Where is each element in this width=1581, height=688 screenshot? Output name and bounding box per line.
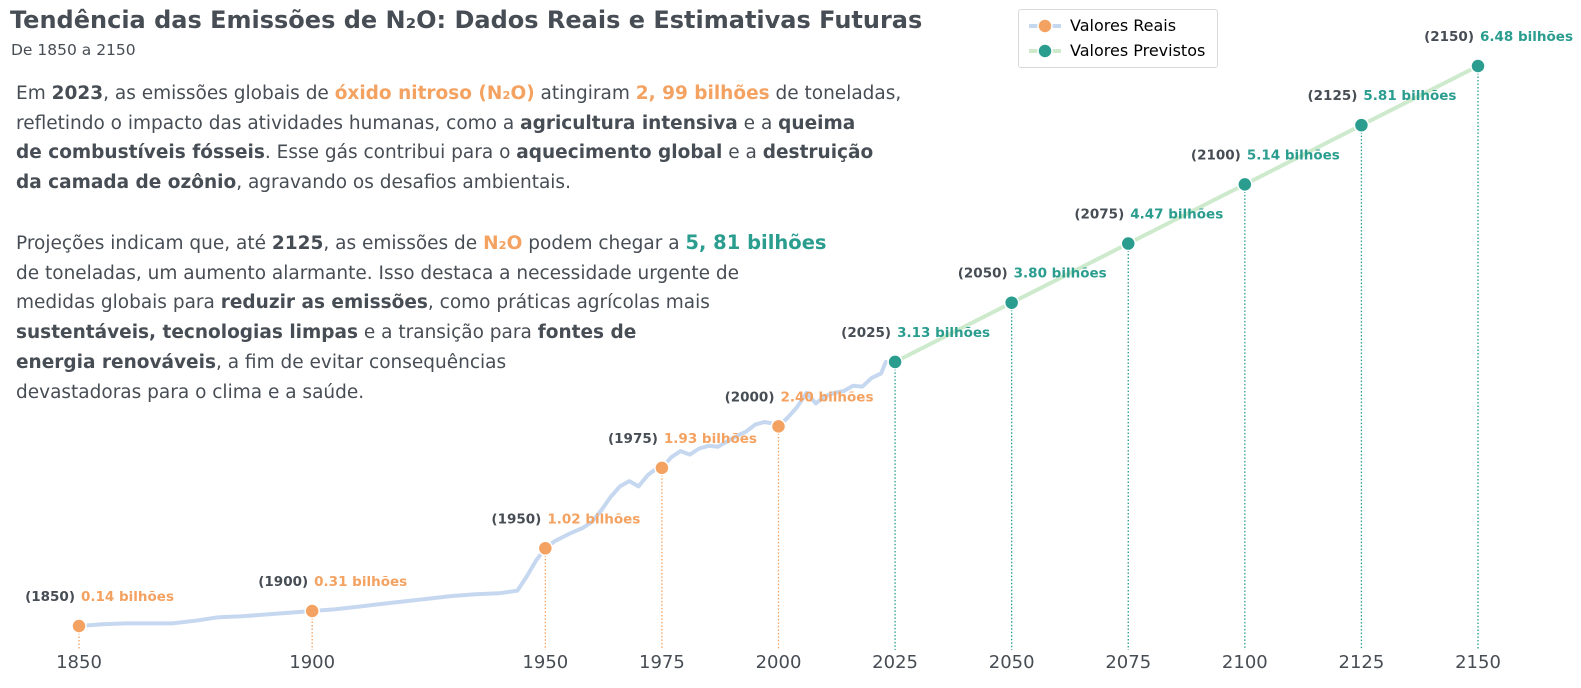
legend-item-real: Valores Reais bbox=[1019, 14, 1217, 38]
x-tick-2150: 2150 bbox=[1455, 652, 1501, 673]
chart-subtitle: De 1850 a 2150 bbox=[11, 41, 136, 59]
value-label-2000: 2.40 bilhões bbox=[781, 389, 874, 405]
forecast-values-line bbox=[893, 64, 1480, 364]
x-tick-1975: 1975 bbox=[639, 652, 685, 673]
year-label-1850: (1850) bbox=[25, 589, 75, 605]
year-label-2025: (2025) bbox=[841, 325, 891, 341]
marker-stems bbox=[78, 66, 1479, 650]
x-tick-1850: 1850 bbox=[56, 652, 102, 673]
data-point-2050 bbox=[1003, 294, 1020, 311]
value-label-1900: 0.31 bilhões bbox=[314, 574, 407, 590]
year-label-1975: (1975) bbox=[608, 431, 658, 447]
value-label-1975: 1.93 bilhões bbox=[664, 431, 757, 447]
value-label-2125: 5.81 bilhões bbox=[1363, 88, 1456, 104]
x-tick-2100: 2100 bbox=[1222, 652, 1268, 673]
data-markers bbox=[71, 58, 1486, 634]
year-label-1950: (1950) bbox=[491, 511, 541, 527]
x-tick-1950: 1950 bbox=[522, 652, 568, 673]
paragraph-1-line-4: da camada de ozônio, agravando os desafi… bbox=[16, 172, 571, 194]
paragraph-1-line-1: Em 2023, as emissões globais de óxido ni… bbox=[16, 83, 902, 104]
data-point-2025 bbox=[887, 354, 903, 370]
value-label-2025: 3.13 bilhões bbox=[897, 325, 990, 341]
value-label-1850: 0.14 bilhões bbox=[81, 589, 174, 605]
year-label-2050: (2050) bbox=[958, 266, 1008, 282]
data-point-1850 bbox=[71, 618, 87, 634]
x-tick-2050: 2050 bbox=[989, 652, 1035, 673]
year-label-2150: (2150) bbox=[1424, 29, 1474, 45]
paragraph-2-line-2: de toneladas, um aumento alarmante. Isso… bbox=[16, 262, 740, 284]
paragraph-1-line-2: refletindo o impacto das atividades huma… bbox=[16, 112, 856, 134]
value-label-1950: 1.02 bilhões bbox=[547, 511, 640, 527]
x-tick-2125: 2125 bbox=[1339, 652, 1385, 673]
data-point-2100 bbox=[1237, 176, 1253, 193]
legend-item-forecast: Valores Previstos bbox=[1019, 39, 1217, 63]
paragraph-2-line-4: sustentáveis, tecnologias limpas e a tra… bbox=[16, 322, 637, 344]
x-tick-2000: 2000 bbox=[756, 652, 802, 673]
x-tick-2025: 2025 bbox=[872, 652, 918, 673]
data-labels: (1850) 0.14 bilhões (1900) 0.31 bilhões (195… bbox=[25, 29, 1573, 605]
chart-legend: Valores Reais Valores Previstos bbox=[1018, 9, 1218, 68]
legend-forecast-label: Valores Previstos bbox=[1070, 41, 1206, 60]
data-point-1950 bbox=[537, 540, 554, 557]
year-label-2100: (2100) bbox=[1191, 147, 1241, 163]
year-label-2125: (2125) bbox=[1307, 88, 1357, 104]
data-point-1900 bbox=[304, 603, 320, 619]
paragraph-2-line-3: medidas globais para reduzir as emissões… bbox=[16, 292, 710, 314]
paragraph-2-line-5: energia renováveis, a fim de evitar cons… bbox=[16, 351, 507, 373]
paragraph-1-line-3: de combustíveis fósseis. Esse gás contri… bbox=[16, 142, 874, 164]
data-point-2075 bbox=[1120, 235, 1136, 252]
chart-title: Tendência das Emissões de N₂O: Dados Rea… bbox=[10, 6, 923, 34]
paragraph-2-line-6: devastadoras para o clima e a saúde. bbox=[16, 381, 365, 403]
legend-real-swatch bbox=[1029, 18, 1061, 34]
data-point-2150 bbox=[1470, 58, 1486, 74]
value-label-2050: 3.80 bilhões bbox=[1014, 266, 1107, 282]
year-label-2075: (2075) bbox=[1074, 207, 1124, 223]
year-label-1900: (1900) bbox=[258, 574, 308, 590]
value-label-2150: 6.48 bilhões bbox=[1480, 29, 1573, 45]
x-tick-1900: 1900 bbox=[289, 652, 335, 673]
paragraph-2: Projeções indicam que, até 2125, as emis… bbox=[16, 228, 827, 407]
year-label-2000: (2000) bbox=[725, 389, 775, 405]
data-point-2125 bbox=[1353, 117, 1370, 133]
x-tick-2075: 2075 bbox=[1105, 652, 1151, 673]
legend-forecast-swatch bbox=[1029, 43, 1061, 59]
x-axis-ticks: 1850 1900 1950 1975 2000 2025 2050 2075 2100 2125… bbox=[56, 652, 1501, 673]
data-point-2000 bbox=[770, 418, 787, 435]
legend-real-label: Valores Reais bbox=[1070, 16, 1177, 35]
data-point-1975 bbox=[654, 460, 670, 476]
value-label-2100: 5.14 bilhões bbox=[1247, 147, 1340, 163]
value-label-2075: 4.47 bilhões bbox=[1130, 207, 1223, 223]
paragraph-2-line-1: Projeções indicam que, até 2125, as emis… bbox=[16, 231, 827, 254]
paragraph-1: Em 2023, as emissões globais de óxido ni… bbox=[16, 79, 901, 198]
